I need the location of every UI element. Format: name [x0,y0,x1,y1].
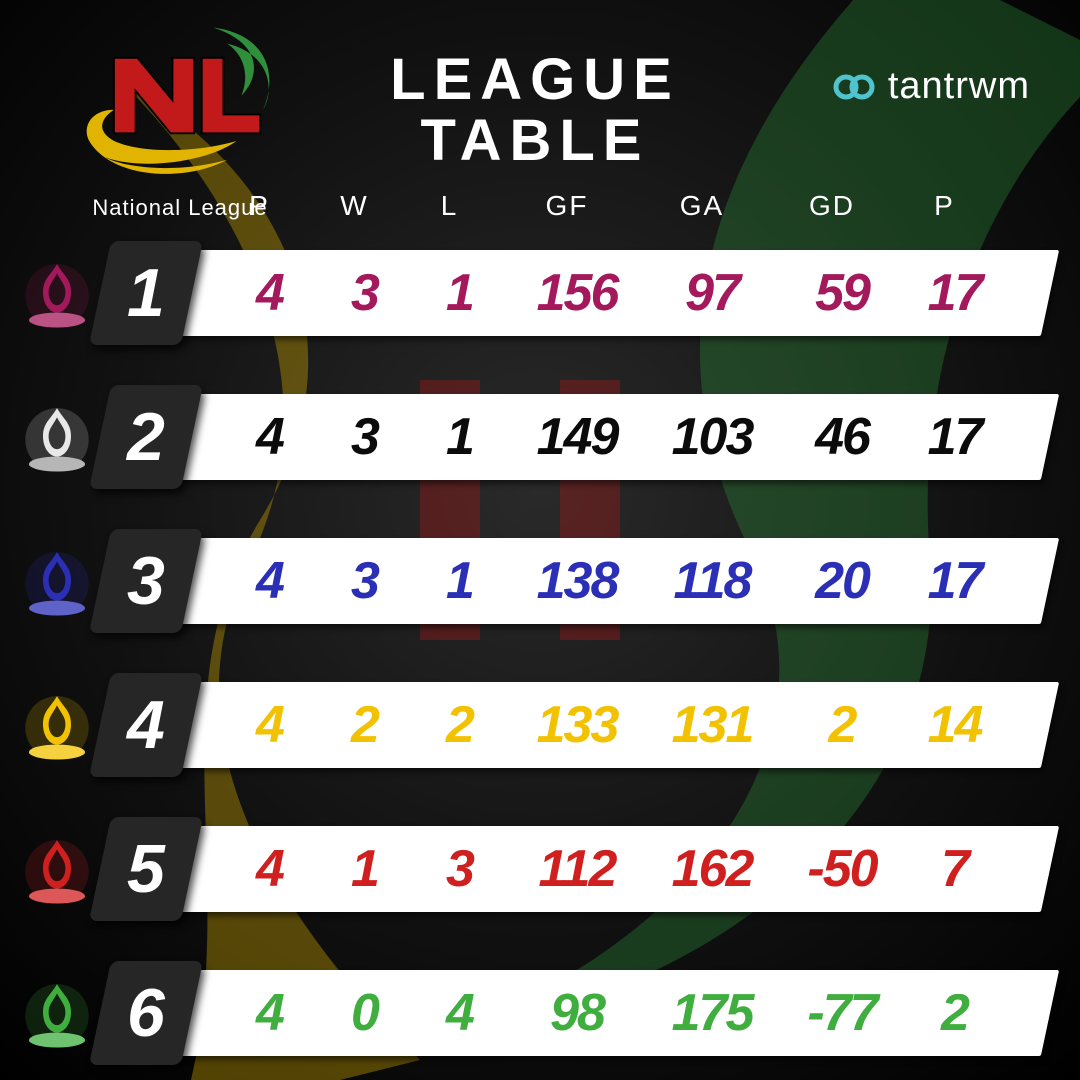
title-line-1: LEAGUE [390,47,680,112]
stat-gf: 138 [507,551,647,611]
stat-gd: 20 [777,551,907,611]
stat-points: 17 [907,263,1002,323]
stat-gd: 46 [777,407,907,467]
stat-points: 17 [907,407,1002,467]
table-row: 6 4 0 4 98 175 -77 2 [12,948,1040,1078]
stat-played: 4 [222,839,317,899]
table-row: 3 4 3 1 138 118 20 17 [12,516,1040,646]
col-losses: L [402,190,497,222]
rank-number: 3 [127,542,165,620]
team-logo [12,392,102,482]
stat-points: 2 [907,983,1002,1043]
page-title: LEAGUE TABLE [330,50,740,172]
stat-wins: 0 [317,983,412,1043]
stat-gf: 149 [507,407,647,467]
title-line-2: TABLE [420,108,649,173]
rank-number: 1 [127,254,165,332]
stat-losses: 2 [412,695,507,755]
stat-gd: 59 [777,263,907,323]
stat-ga: 175 [647,983,777,1043]
table-row: 2 4 3 1 149 103 46 17 [12,372,1040,502]
header: National League LEAGUE TABLE tantrwm [0,0,1080,190]
stat-points: 7 [907,839,1002,899]
stat-gd: -50 [777,839,907,899]
stat-wins: 1 [317,839,412,899]
team-logo [12,968,102,1058]
stat-points: 17 [907,551,1002,611]
stat-losses: 4 [412,983,507,1043]
stat-ga: 162 [647,839,777,899]
stat-played: 4 [222,983,317,1043]
team-logo [12,680,102,770]
stat-gf: 98 [507,983,647,1043]
sponsor-logo: tantrwm [740,20,1040,108]
stat-played: 4 [222,695,317,755]
col-gf: GF [497,190,637,222]
stat-played: 4 [222,263,317,323]
league-table: P W L GF GA GD P 1 4 3 1 156 97 59 17 [0,190,1080,1078]
stat-losses: 3 [412,839,507,899]
team-logo [12,536,102,626]
table-row: 1 4 3 1 156 97 59 17 [12,228,1040,358]
stat-ga: 118 [647,551,777,611]
col-gd: GD [767,190,897,222]
team-logo [12,248,102,338]
stat-wins: 2 [317,695,412,755]
stats-bar: 4 0 4 98 175 -77 2 [153,970,1059,1056]
stats-bar: 4 3 1 138 118 20 17 [153,538,1059,624]
stat-played: 4 [222,551,317,611]
stat-ga: 131 [647,695,777,755]
sponsor-name: tantrwm [888,65,1030,108]
stat-losses: 1 [412,551,507,611]
stat-gf: 156 [507,263,647,323]
col-wins: W [307,190,402,222]
rank-number: 2 [127,398,165,476]
rank-number: 4 [127,686,165,764]
col-ga: GA [637,190,767,222]
stat-ga: 97 [647,263,777,323]
link-rings-icon [832,72,876,102]
stat-wins: 3 [317,263,412,323]
table-row: 4 4 2 2 133 131 2 14 [12,660,1040,790]
stats-bar: 4 3 1 156 97 59 17 [153,250,1059,336]
stat-wins: 3 [317,551,412,611]
stat-gf: 112 [507,839,647,899]
stats-bar: 4 3 1 149 103 46 17 [153,394,1059,480]
stats-bar: 4 1 3 112 162 -50 7 [153,826,1059,912]
col-points: P [897,190,992,222]
rank-number: 6 [127,974,165,1052]
stat-played: 4 [222,407,317,467]
stat-losses: 1 [412,407,507,467]
stat-points: 14 [907,695,1002,755]
stats-bar: 4 2 2 133 131 2 14 [153,682,1059,768]
stat-ga: 103 [647,407,777,467]
stat-losses: 1 [412,263,507,323]
team-logo [12,824,102,914]
rank-number: 5 [127,830,165,908]
stat-wins: 3 [317,407,412,467]
stat-gf: 133 [507,695,647,755]
column-headers: P W L GF GA GD P [12,190,1040,222]
stat-gd: -77 [777,983,907,1043]
table-row: 5 4 1 3 112 162 -50 7 [12,804,1040,934]
stat-gd: 2 [777,695,907,755]
col-played: P [212,190,307,222]
